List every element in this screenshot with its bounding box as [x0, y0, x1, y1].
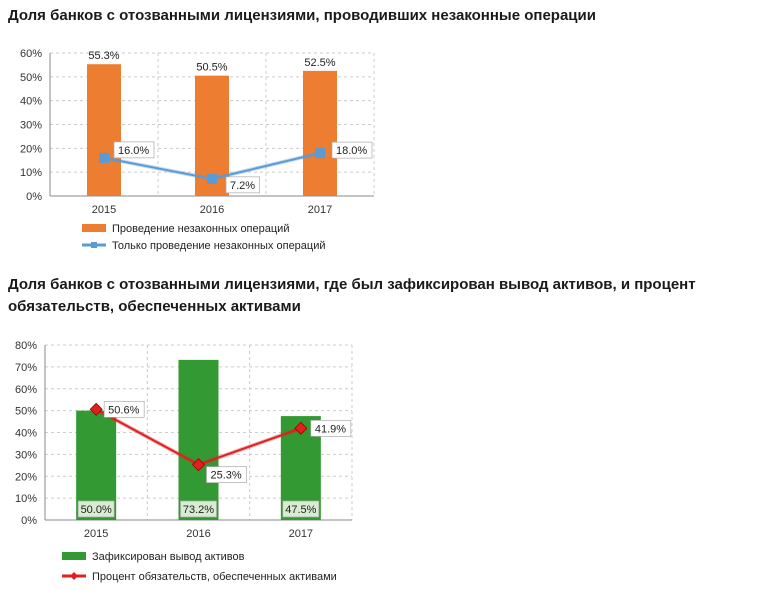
line-label-box [225, 176, 260, 194]
line-label-box [310, 419, 352, 437]
chart1-title: Доля банков с отозванными лицензиями, пр… [8, 7, 596, 24]
chart1: 0% 10% 20% 30% 40% 50% 60% 2015 2016 2017 55.3% 50.… [20, 48, 375, 252]
legend-swatch-bar [82, 224, 106, 232]
y-tick-label: 20% [20, 143, 42, 155]
legend-label-bar: Зафиксирован вывод активов [92, 551, 245, 563]
y-tick-label: 30% [15, 449, 37, 461]
y-tick-label: 60% [20, 48, 42, 60]
legend-marker [70, 572, 78, 580]
line-label-box [206, 466, 247, 484]
legend-label-bar: Проведение незаконных операций [112, 223, 289, 235]
legend-swatch-bar [62, 552, 86, 560]
line-label-box [113, 141, 155, 159]
y-tick-label: 40% [20, 96, 42, 108]
y-tick-label: 60% [15, 384, 37, 396]
x-tick-label: 2015 [92, 204, 116, 216]
x-tick-label: 2017 [308, 204, 332, 216]
legend-label-line: Процент обязательств, обеспеченных актив… [92, 571, 337, 583]
legend-marker [91, 242, 97, 248]
legend-label-line: Только проведение незаконных операций [112, 240, 326, 252]
line-label-box [103, 400, 145, 418]
bar-data-label: 73.2% [183, 504, 214, 516]
x-tick-label: 2016 [186, 528, 210, 540]
line-point [191, 458, 206, 472]
y-tick-label: 40% [15, 428, 37, 440]
bar-data-label: 47.5% [285, 504, 316, 516]
y-tick-label: 0% [26, 191, 42, 203]
x-tick-label: 2016 [200, 204, 224, 216]
chart2: 0% 10% 20% 30% 40% 50% 60% 70% 80% 2015 2016 2017 50… [15, 340, 353, 583]
bar [178, 359, 219, 520]
bar-data-label: 50.5% [196, 62, 227, 74]
y-tick-label: 20% [15, 471, 37, 483]
line-data-label: 16.0% [118, 145, 149, 157]
line-data-label: 18.0% [336, 145, 367, 157]
x-tick-label: 2015 [84, 528, 108, 540]
y-tick-label: 30% [20, 120, 42, 132]
x-tick-label: 2017 [289, 528, 313, 540]
line-point [99, 152, 109, 163]
line-point [294, 421, 308, 435]
bar-label-box [180, 500, 217, 518]
line-data-label: 7.2% [230, 180, 255, 192]
bar [87, 64, 121, 197]
line-data-label: 41.9% [315, 423, 346, 435]
y-tick-label: 0% [21, 515, 37, 527]
line-point [207, 173, 217, 184]
bar-data-label: 52.5% [304, 57, 335, 69]
line-data-label: 50.6% [108, 404, 139, 416]
y-tick-label: 50% [20, 72, 42, 84]
chart2-title: Доля банков с отозванными лицензиями, гд… [8, 276, 696, 315]
bar-data-label: 55.3% [88, 50, 119, 62]
line-point [315, 148, 325, 159]
bar-label-box [77, 500, 115, 518]
line-point [89, 402, 103, 416]
y-tick-label: 50% [15, 406, 37, 418]
line-label-box [331, 141, 373, 159]
bar-label-box [282, 500, 320, 518]
bar-data-label: 50.0% [81, 504, 112, 516]
y-tick-label: 70% [15, 362, 37, 374]
y-tick-label: 10% [20, 167, 42, 179]
y-tick-label: 80% [15, 340, 37, 352]
bar [303, 70, 337, 196]
line-data-label: 25.3% [211, 470, 242, 482]
y-tick-label: 10% [15, 493, 37, 505]
